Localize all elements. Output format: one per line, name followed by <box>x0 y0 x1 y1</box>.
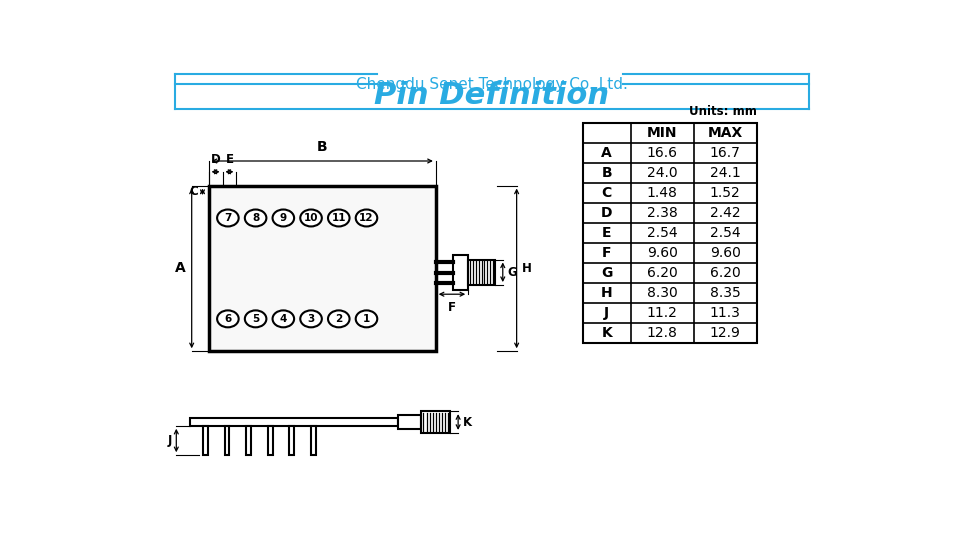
Text: C: C <box>602 186 612 200</box>
Text: C: C <box>189 185 198 198</box>
Text: 9.60: 9.60 <box>647 246 678 260</box>
Text: 1: 1 <box>363 314 371 324</box>
Ellipse shape <box>328 310 349 327</box>
Text: G: G <box>601 266 612 280</box>
Bar <box>583 122 756 343</box>
Text: 6.20: 6.20 <box>710 266 741 280</box>
Bar <box>398 415 421 429</box>
Bar <box>225 426 229 455</box>
Text: MIN: MIN <box>647 126 678 140</box>
Ellipse shape <box>217 310 239 327</box>
Text: 1.52: 1.52 <box>710 186 741 200</box>
Text: 6.20: 6.20 <box>647 266 678 280</box>
Bar <box>190 418 398 426</box>
Ellipse shape <box>273 310 294 327</box>
Text: G: G <box>508 266 517 279</box>
Text: MAX: MAX <box>708 126 743 140</box>
Ellipse shape <box>273 210 294 227</box>
Text: E: E <box>602 225 612 240</box>
Bar <box>311 426 316 455</box>
Ellipse shape <box>300 310 322 327</box>
Text: A: A <box>175 262 185 275</box>
Ellipse shape <box>217 210 239 227</box>
Text: K: K <box>601 326 612 340</box>
Ellipse shape <box>245 210 266 227</box>
Text: B: B <box>317 140 327 154</box>
Bar <box>208 186 436 351</box>
Text: Chengdu Senet Technology Co.,Ltd.: Chengdu Senet Technology Co.,Ltd. <box>356 76 628 92</box>
Text: 1.48: 1.48 <box>647 186 678 200</box>
Text: 7: 7 <box>225 213 231 223</box>
Text: 2.38: 2.38 <box>647 206 678 219</box>
Text: 2: 2 <box>335 314 343 324</box>
Bar <box>268 426 273 455</box>
Text: 12.8: 12.8 <box>647 326 678 340</box>
Text: 10: 10 <box>303 213 319 223</box>
Text: 8.30: 8.30 <box>647 286 678 300</box>
Bar <box>204 426 208 455</box>
Ellipse shape <box>356 310 377 327</box>
Text: 9.60: 9.60 <box>709 246 741 260</box>
Text: F: F <box>602 246 612 260</box>
Text: Pin Definition: Pin Definition <box>374 81 610 110</box>
Text: 2.54: 2.54 <box>647 225 678 240</box>
Text: 2.42: 2.42 <box>710 206 740 219</box>
Bar <box>247 426 251 455</box>
Text: 11.3: 11.3 <box>709 306 741 320</box>
Ellipse shape <box>328 210 349 227</box>
Text: 8: 8 <box>252 213 259 223</box>
Text: 2.54: 2.54 <box>710 225 740 240</box>
Text: D: D <box>601 206 612 219</box>
Text: B: B <box>601 165 612 180</box>
Text: K: K <box>463 416 472 429</box>
Ellipse shape <box>245 310 266 327</box>
Text: 11.2: 11.2 <box>647 306 678 320</box>
Text: F: F <box>448 301 456 314</box>
Text: Units: mm: Units: mm <box>689 105 756 118</box>
Text: D: D <box>210 153 221 165</box>
Text: 5: 5 <box>252 314 259 324</box>
Text: 16.6: 16.6 <box>647 146 678 159</box>
Text: 4: 4 <box>279 314 287 324</box>
Bar <box>453 255 468 290</box>
Text: H: H <box>522 262 532 275</box>
Text: H: H <box>601 286 612 300</box>
Bar <box>468 259 495 285</box>
Text: J: J <box>604 306 610 320</box>
Ellipse shape <box>356 210 377 227</box>
Text: 12.9: 12.9 <box>709 326 741 340</box>
Text: 16.7: 16.7 <box>709 146 741 159</box>
Text: E: E <box>226 153 233 165</box>
Text: 8.35: 8.35 <box>710 286 741 300</box>
Ellipse shape <box>300 210 322 227</box>
Text: 11: 11 <box>331 213 346 223</box>
Text: 24.1: 24.1 <box>710 165 741 180</box>
Text: 3: 3 <box>307 314 315 324</box>
Bar <box>421 411 450 433</box>
Text: 6: 6 <box>225 314 231 324</box>
Text: A: A <box>601 146 612 159</box>
Text: J: J <box>167 434 172 447</box>
Text: 12: 12 <box>359 213 373 223</box>
Bar <box>290 426 294 455</box>
Text: 24.0: 24.0 <box>647 165 678 180</box>
Text: 9: 9 <box>279 213 287 223</box>
